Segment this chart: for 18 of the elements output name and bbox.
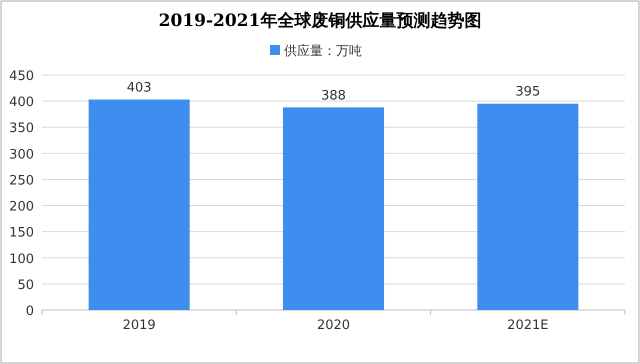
y-tick-label: 250 [9,173,34,188]
y-tick-label: 400 [9,95,34,110]
y-tick-label: 150 [9,226,34,241]
data-label: 403 [126,80,152,96]
y-tick-label: 450 [9,69,34,84]
chart-title: 2019-2021年全球废铜供应量预测趋势图 [158,11,482,31]
x-tick-label: 2020 [316,318,350,333]
y-tick-label: 0 [26,304,34,319]
y-tick-label: 200 [9,200,34,215]
data-label: 395 [515,84,540,100]
y-tick-label: 50 [17,278,34,293]
legend-label: 供应量：万吨 [284,43,362,59]
x-tick-label: 2019 [122,318,156,333]
x-tick-label: 2021E [507,318,548,333]
y-tick-label: 300 [9,147,34,162]
y-tick-label: 350 [9,121,34,136]
data-label: 388 [321,88,346,104]
y-tick-label: 100 [9,252,34,267]
